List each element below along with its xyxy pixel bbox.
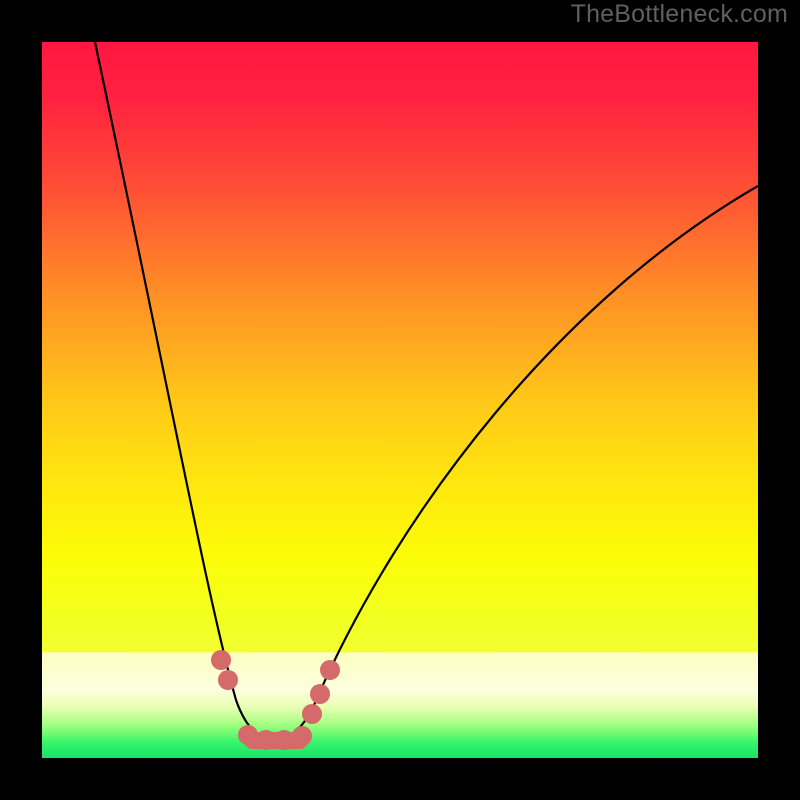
chart-stage: TheBottleneck.com [0,0,800,800]
marker-dot [238,725,258,745]
marker-dot [302,704,322,724]
chart-background-gradient [42,42,758,758]
marker-dot [310,684,330,704]
marker-dot [292,726,312,746]
bottleneck-chart [0,0,800,800]
marker-dot [218,670,238,690]
marker-dot [320,660,340,680]
marker-dot [256,730,276,750]
marker-dot [274,730,294,750]
marker-dot [211,650,231,670]
